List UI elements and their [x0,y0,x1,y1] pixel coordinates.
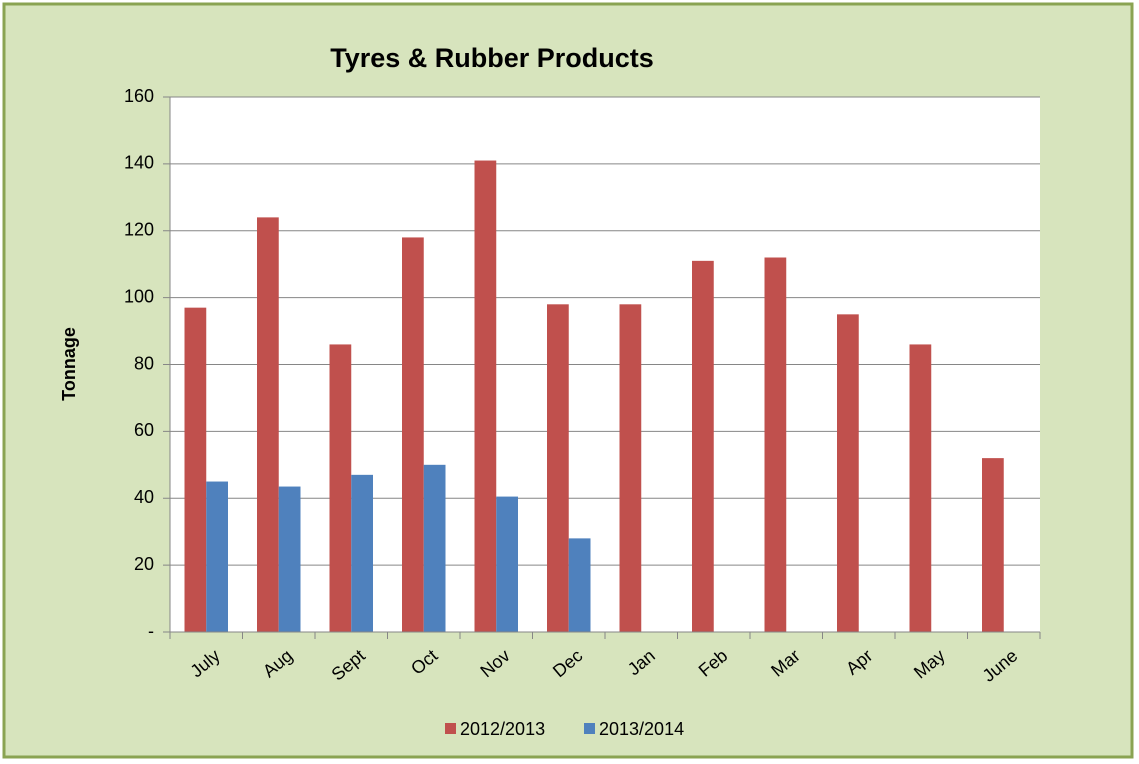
y-tick-label: 40 [134,487,154,507]
bar [474,160,497,632]
bar [423,464,446,632]
y-tick-label: - [148,621,154,641]
bar [909,344,932,632]
bar [402,237,424,632]
bar [692,260,714,632]
y-tick-label: 120 [124,220,154,240]
bar [547,304,569,632]
y-tick-label: 60 [134,420,154,440]
y-tick-label: 20 [134,554,154,574]
chart-title: Tyres & Rubber Products [330,43,654,73]
bar [206,481,228,632]
y-tick-label: 80 [134,353,154,373]
bar [329,344,352,632]
bar [278,486,301,632]
y-tick-label: 160 [124,86,154,106]
y-tick-label: 100 [124,286,154,306]
bar [184,307,207,632]
bar [496,496,518,632]
legend-label: 2012/2013 [460,719,545,739]
y-tick-label: 140 [124,153,154,173]
bar [619,304,642,632]
bar [351,474,373,632]
y-axis-label: Tonnage [59,327,79,401]
bar [837,314,859,632]
bar [982,458,1004,632]
legend-label: 2013/2014 [599,719,684,739]
legend-swatch [584,723,595,734]
bar [257,217,279,632]
legend-swatch [445,723,456,734]
bar [568,538,591,632]
bar [764,257,787,632]
